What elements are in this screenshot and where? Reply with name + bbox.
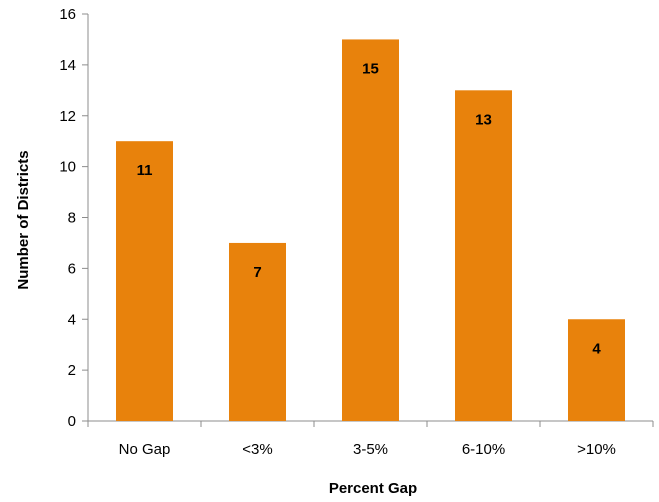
x-tick-label: No Gap [119, 441, 171, 458]
y-tick-label: 10 [59, 159, 76, 176]
bar [229, 242, 286, 421]
bar [568, 319, 625, 421]
x-axis: No Gap <3% 3-5% 6-10% >10% [87, 420, 654, 458]
bar-value-label: 13 [475, 111, 492, 128]
data-labels: 11 7 15 13 4 [137, 60, 602, 357]
bar-value-label: 11 [137, 162, 153, 179]
y-axis-title: Number of Districts [15, 150, 32, 289]
x-tick-label: 3-5% [353, 441, 388, 458]
x-axis-title: Percent Gap [329, 480, 417, 497]
y-tick-label: 2 [68, 362, 76, 379]
bar-value-label: 7 [253, 264, 261, 281]
bar-value-label: 4 [592, 340, 601, 357]
bar [116, 141, 173, 421]
bar [455, 90, 512, 421]
y-tick-label: 16 [59, 6, 76, 23]
y-tick-label: 4 [68, 311, 76, 328]
y-tick-label: 14 [59, 57, 76, 74]
x-tick-label: 6-10% [462, 441, 505, 458]
bars [116, 39, 625, 421]
y-tick-label: 12 [59, 108, 76, 125]
x-tick-label: <3% [242, 441, 272, 458]
y-tick-label: 8 [68, 210, 76, 227]
bar [342, 39, 399, 421]
y-tick-label: 0 [68, 413, 76, 430]
x-tick-label: >10% [577, 441, 616, 458]
y-tick-label: 6 [68, 260, 76, 277]
y-axis: 0 2 4 6 8 10 12 14 16 [59, 6, 89, 430]
bar-value-label: 15 [362, 60, 379, 77]
